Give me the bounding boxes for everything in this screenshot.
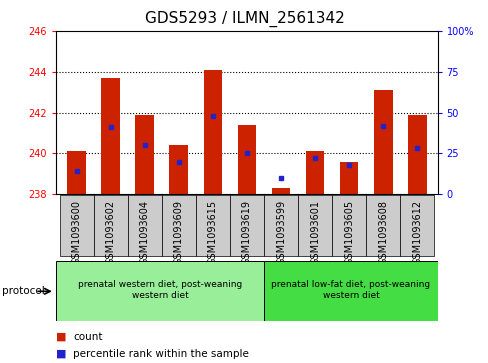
Text: GSM1093600: GSM1093600 (72, 200, 81, 265)
Text: GSM1093608: GSM1093608 (377, 200, 387, 265)
Text: GSM1093599: GSM1093599 (275, 200, 285, 265)
Bar (229, 195, 264, 256)
Bar (67, 151, 86, 194)
Bar (305, 151, 324, 194)
Text: ■: ■ (56, 349, 66, 359)
Bar (169, 145, 188, 194)
Bar (56, 261, 264, 321)
Bar (339, 162, 358, 194)
Text: GSM1093604: GSM1093604 (140, 200, 149, 265)
Text: prenatal western diet, post-weaning
western diet: prenatal western diet, post-weaning west… (78, 280, 242, 300)
Bar (237, 125, 256, 194)
Bar (366, 195, 399, 256)
Text: GSM1093602: GSM1093602 (105, 200, 116, 265)
Bar (271, 188, 290, 194)
Text: percentile rank within the sample: percentile rank within the sample (73, 349, 249, 359)
Bar (264, 195, 297, 256)
Text: protocol: protocol (2, 286, 45, 296)
Bar (297, 195, 331, 256)
Bar (94, 195, 127, 256)
Bar (407, 115, 426, 194)
Text: GSM1093612: GSM1093612 (411, 200, 421, 265)
Text: GSM1093601: GSM1093601 (309, 200, 320, 265)
Bar (203, 70, 222, 194)
Bar (399, 195, 433, 256)
Bar (196, 195, 229, 256)
Bar (135, 115, 154, 194)
Text: prenatal low-fat diet, post-weaning
western diet: prenatal low-fat diet, post-weaning west… (271, 280, 429, 300)
Bar (373, 90, 392, 194)
Bar (127, 195, 162, 256)
Text: GSM1093609: GSM1093609 (173, 200, 183, 265)
Text: GSM1093605: GSM1093605 (344, 200, 353, 265)
Bar (331, 195, 366, 256)
Bar (101, 78, 120, 194)
Bar (162, 195, 196, 256)
Text: GSM1093615: GSM1093615 (207, 200, 218, 265)
Bar (264, 261, 437, 321)
Text: GDS5293 / ILMN_2561342: GDS5293 / ILMN_2561342 (144, 11, 344, 27)
Bar (60, 195, 94, 256)
Text: ■: ■ (56, 332, 66, 342)
Text: count: count (73, 332, 102, 342)
Text: GSM1093619: GSM1093619 (242, 200, 251, 265)
